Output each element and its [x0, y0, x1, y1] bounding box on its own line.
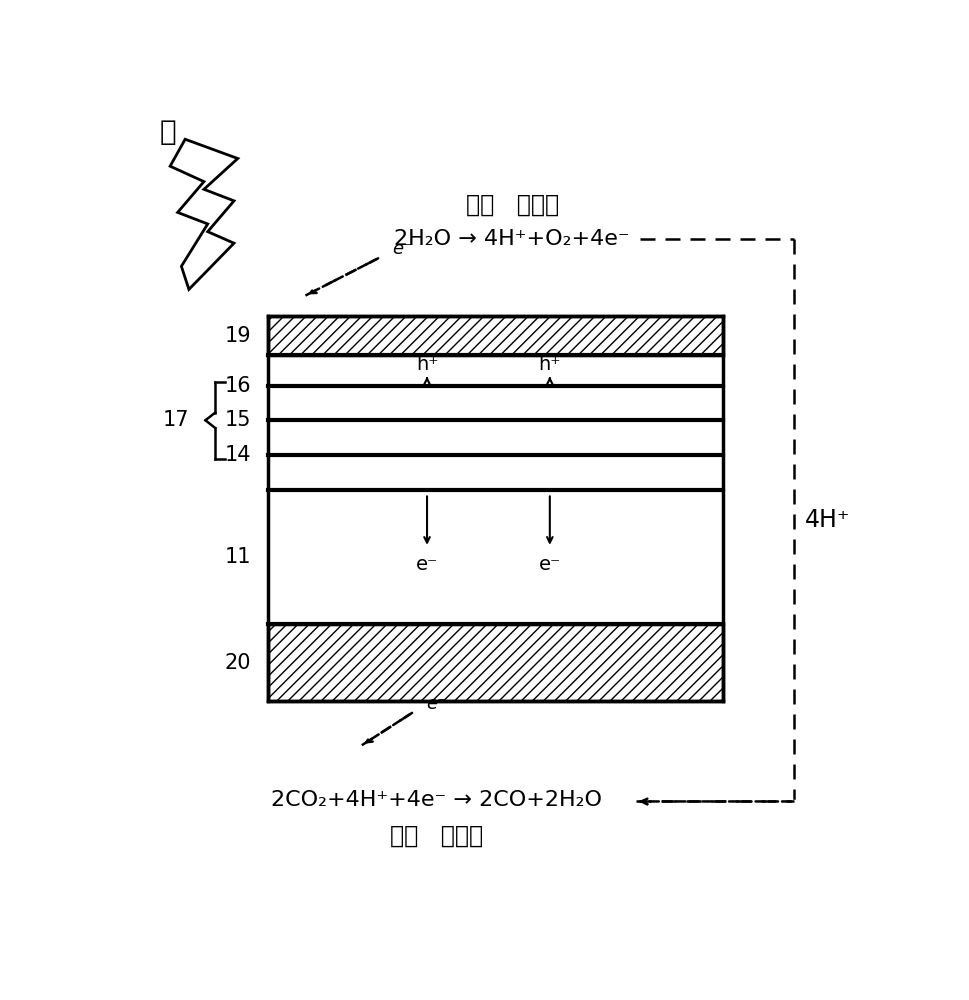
- Text: e⁻: e⁻: [538, 555, 560, 574]
- Text: 11: 11: [225, 547, 251, 567]
- Text: 15: 15: [225, 410, 251, 430]
- Text: e⁻: e⁻: [416, 555, 438, 574]
- Text: 氧化   失电子: 氧化 失电子: [465, 193, 558, 217]
- Text: 2H₂O → 4H⁺+O₂+4e⁻: 2H₂O → 4H⁺+O₂+4e⁻: [394, 229, 629, 249]
- Bar: [267, 316, 722, 355]
- Text: e⁻: e⁻: [391, 240, 412, 258]
- Text: 16: 16: [225, 376, 251, 396]
- Text: 19: 19: [225, 326, 251, 346]
- Bar: [267, 624, 722, 701]
- Polygon shape: [170, 139, 237, 289]
- Text: 光: 光: [159, 118, 176, 146]
- Text: e⁻: e⁻: [425, 695, 446, 713]
- Text: h⁺: h⁺: [416, 355, 438, 374]
- Text: 14: 14: [225, 445, 251, 465]
- Text: h⁺: h⁺: [538, 355, 560, 374]
- Text: 2CO₂+4H⁺+4e⁻ → 2CO+2H₂O: 2CO₂+4H⁺+4e⁻ → 2CO+2H₂O: [271, 790, 602, 810]
- Text: 17: 17: [162, 410, 189, 430]
- Text: 4H⁺: 4H⁺: [804, 508, 850, 532]
- Text: 20: 20: [225, 653, 251, 673]
- Text: 还原   得电子: 还原 得电子: [390, 824, 484, 848]
